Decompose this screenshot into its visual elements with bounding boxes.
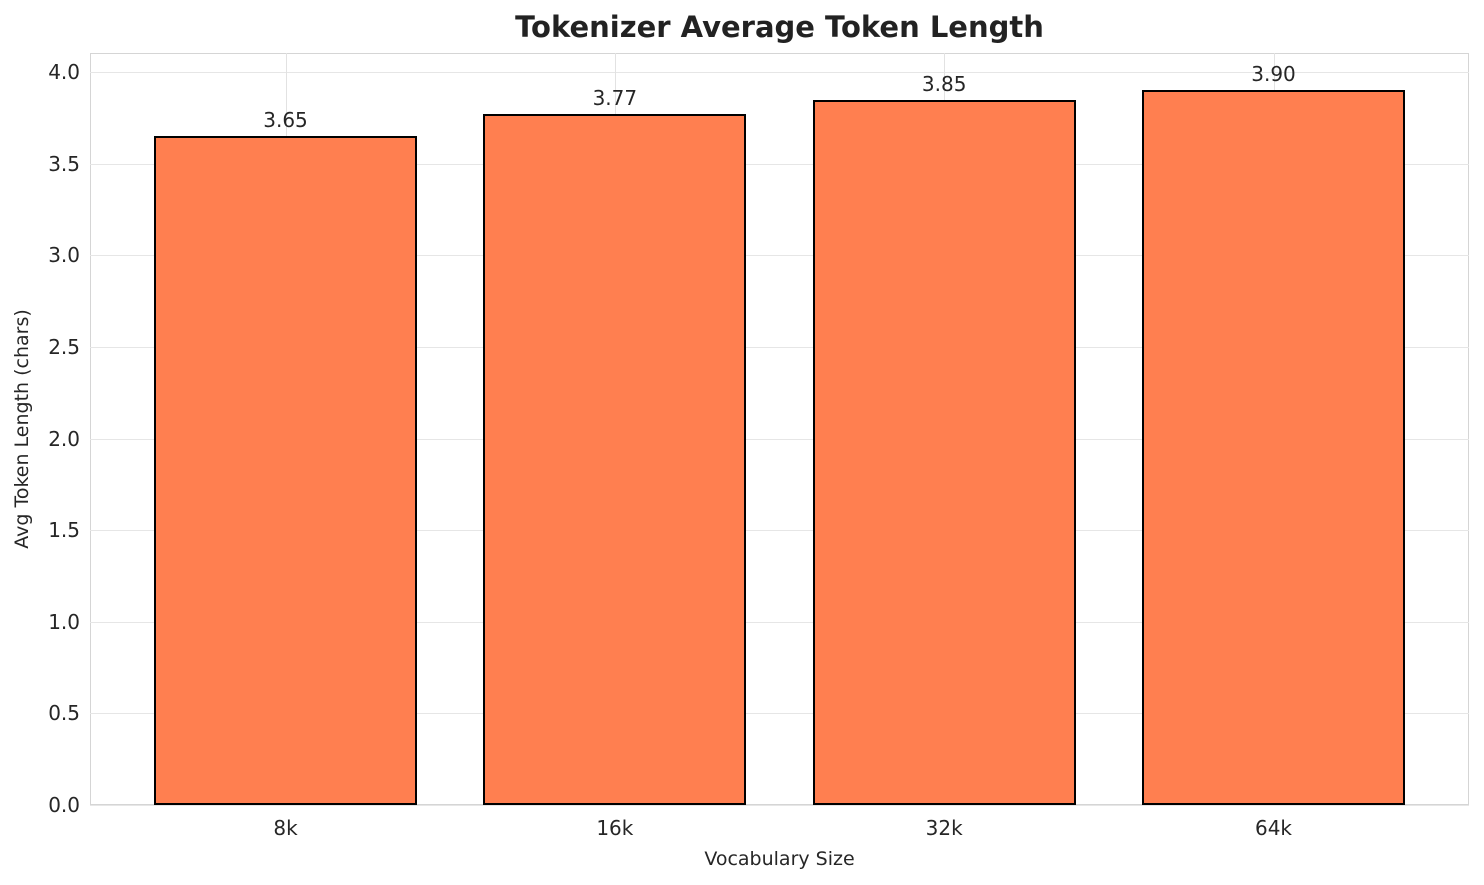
y-gridline bbox=[90, 163, 1469, 165]
x-tick-label: 16k bbox=[596, 816, 634, 840]
bar-64k bbox=[1142, 90, 1405, 805]
y-tick-label: 3.0 bbox=[48, 243, 80, 268]
y-gridline bbox=[90, 713, 1469, 715]
x-tick-label: 32k bbox=[925, 816, 963, 840]
bar-16k bbox=[483, 114, 747, 805]
y-gridline bbox=[90, 621, 1469, 623]
bar-8k bbox=[154, 136, 417, 805]
x-tick-label: 64k bbox=[1254, 816, 1293, 840]
y-gridline bbox=[90, 255, 1469, 257]
bar-value-label: 3.90 bbox=[1251, 62, 1296, 87]
y-gridline bbox=[90, 530, 1469, 532]
y-gridline bbox=[90, 346, 1469, 348]
bar-value-label: 3.85 bbox=[921, 71, 967, 96]
y-tick-label: 0.0 bbox=[48, 793, 80, 817]
y-tick-label: 4.0 bbox=[48, 60, 80, 85]
bar-value-label: 3.77 bbox=[592, 86, 638, 111]
y-tick-label: 1.5 bbox=[48, 518, 80, 543]
chart-title: Tokenizer Average Token Length bbox=[515, 10, 1044, 44]
y-gridline bbox=[90, 72, 1469, 74]
x-axis-label: Vocabulary Size bbox=[704, 848, 855, 870]
y-tick-label: 1.0 bbox=[48, 609, 80, 634]
y-tick-label: 2.5 bbox=[48, 334, 80, 359]
y-axis-label: Avg Token Length (chars) bbox=[11, 309, 33, 549]
bar-32k bbox=[812, 99, 1076, 805]
y-gridline bbox=[90, 805, 1469, 806]
x-tick-label: 8k bbox=[273, 816, 298, 840]
bar-value-label: 3.65 bbox=[263, 108, 308, 133]
y-tick-label: 0.5 bbox=[48, 701, 80, 726]
y-tick-label: 3.5 bbox=[48, 151, 80, 176]
y-tick-label: 2.0 bbox=[48, 426, 80, 451]
y-gridline bbox=[90, 438, 1469, 440]
